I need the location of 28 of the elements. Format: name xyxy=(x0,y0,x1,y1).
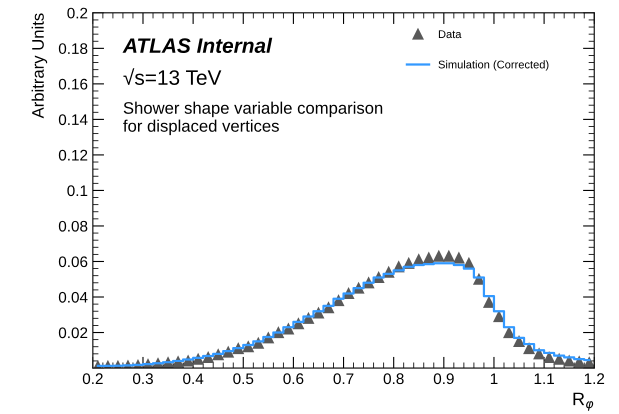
y-tick-label: 0.02 xyxy=(58,327,88,338)
y-tick-label: 0.18 xyxy=(58,43,88,54)
x-tick-label: 0.4 xyxy=(183,373,204,384)
y-tick-label: 0.16 xyxy=(58,78,88,90)
annotation: Shower shape variable comparison for displaced vertices xyxy=(123,102,382,136)
annotation: ATLAS Internal xyxy=(122,38,272,53)
x-tick-label: 1 xyxy=(490,373,498,384)
y-tick-label: 0.08 xyxy=(58,220,88,232)
x-tick-label: 1.1 xyxy=(534,373,554,384)
legend-label: Data xyxy=(438,30,462,38)
x-tick-label: 0.9 xyxy=(434,373,454,384)
y-tick-label: 0.1 xyxy=(67,185,88,196)
legend-label: Simulation (Corrected) xyxy=(438,60,548,71)
y-axis-title: Arbitrary Units xyxy=(32,13,48,118)
annotation: √s=13 TeV xyxy=(123,68,222,85)
y-tick-label: 0.06 xyxy=(58,256,88,268)
y-tick-label: 0.12 xyxy=(58,150,88,161)
y-tick-label: 0.04 xyxy=(58,292,88,303)
x-tick-label: 0.8 xyxy=(384,373,404,384)
x-tick-label: 0.2 xyxy=(82,373,103,384)
x-tick-label: 0.6 xyxy=(283,373,304,384)
x-tick-label: 1.2 xyxy=(584,373,604,384)
x-tick-label: 0.3 xyxy=(132,373,153,384)
y-tick-label: 0.14 xyxy=(58,114,88,126)
x-tick-label: 0.7 xyxy=(334,373,354,384)
y-tick-label: 0.2 xyxy=(67,8,88,19)
x-axis-title: R$_{φ}$ xyxy=(574,392,594,411)
x-tick-label: 0.5 xyxy=(233,373,254,384)
